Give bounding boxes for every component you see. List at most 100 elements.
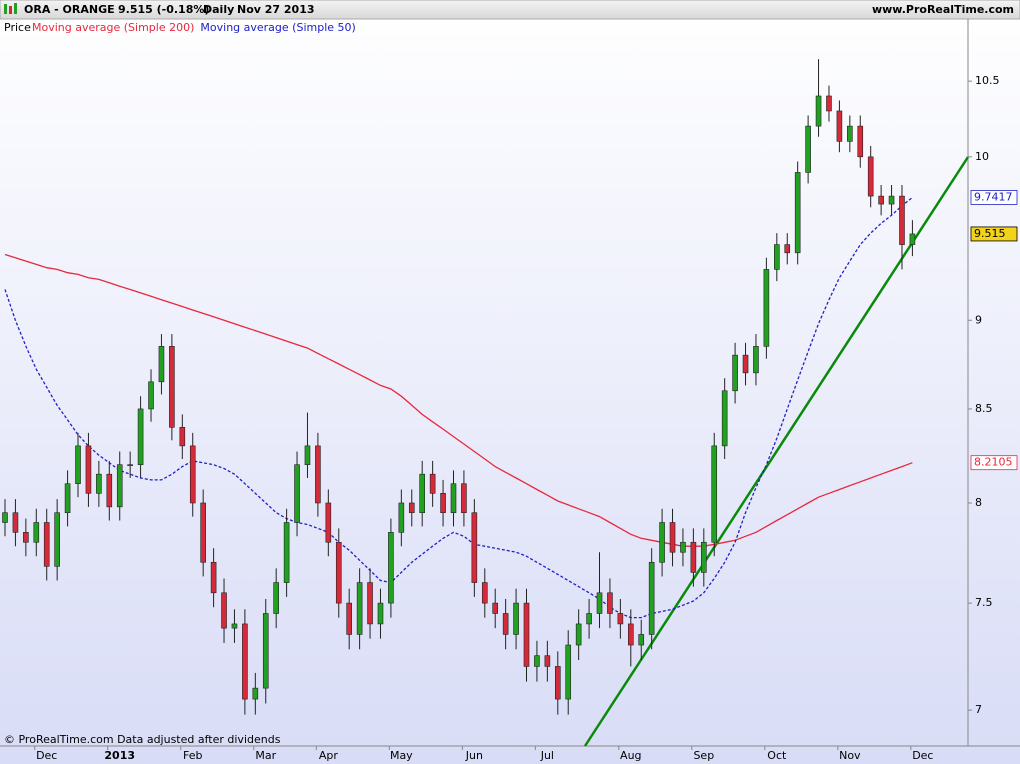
- value-tag: [970, 455, 1018, 471]
- y-tick-label: 8: [975, 496, 982, 509]
- candle-body: [283, 522, 290, 583]
- candle-body: [231, 623, 238, 629]
- legend-entry: Moving average (Simple 50): [200, 21, 355, 34]
- y-tick-label: 9: [975, 313, 982, 326]
- moving-average: [4, 196, 913, 619]
- candle-body: [701, 541, 707, 573]
- candle-body: [544, 655, 551, 667]
- candle-body: [648, 561, 655, 635]
- candle-body: [596, 592, 603, 614]
- candle-body: [867, 156, 874, 197]
- candle-body: [23, 532, 29, 543]
- candle-body: [273, 582, 279, 614]
- icon: [9, 6, 12, 14]
- candle-body: [356, 582, 363, 635]
- candle-body: [2, 512, 8, 523]
- candle-body: [826, 95, 832, 112]
- candle-body: [784, 244, 791, 254]
- candle-body: [252, 687, 259, 700]
- header-bar: [0, 0, 1020, 20]
- y-tick-label: 10.5: [975, 74, 1000, 87]
- candle-body: [554, 666, 561, 700]
- candle-body: [502, 613, 509, 635]
- x-tick-label: Sep: [693, 749, 714, 762]
- candle-body: [148, 381, 154, 410]
- value-tag-label: 9.515: [974, 227, 1006, 240]
- x-tick-label: May: [390, 749, 413, 762]
- candle-body: [565, 644, 572, 700]
- candle-body: [158, 346, 165, 383]
- candle-body: [408, 502, 415, 514]
- candle-body: [440, 493, 446, 514]
- candle-body: [857, 125, 864, 158]
- candle-body: [461, 483, 467, 514]
- candle-body: [638, 634, 645, 646]
- candle-body: [294, 464, 300, 523]
- candle-body: [200, 502, 206, 563]
- x-tick-label: Mar: [255, 749, 276, 762]
- candle-body: [85, 445, 92, 494]
- value-tag: [970, 190, 1018, 205]
- candle-body: [847, 125, 853, 142]
- candle-body: [763, 269, 770, 347]
- candle-body: [492, 602, 499, 614]
- legend-entry: Moving average (Simple 200): [32, 21, 194, 34]
- candle-body: [43, 522, 50, 567]
- candle-body: [315, 445, 321, 504]
- candle-body: [659, 522, 665, 563]
- value-tag-label: 8.2105: [974, 456, 1013, 469]
- candle-body: [367, 582, 373, 625]
- candle-body: [450, 483, 457, 514]
- date: Nov 27 2013: [237, 3, 315, 16]
- candle-body: [12, 512, 19, 533]
- value-tag: [970, 226, 1018, 242]
- candle-body: [680, 541, 686, 553]
- footer: © ProRealTime.com Data adjusted after di…: [4, 733, 281, 746]
- legend-label: Price: [4, 21, 31, 34]
- candle-body: [179, 426, 186, 447]
- candle-body: [627, 623, 634, 646]
- candle-body: [304, 445, 311, 465]
- candle-body: [377, 602, 384, 625]
- candle-body: [888, 195, 895, 205]
- candle-body: [899, 195, 905, 245]
- candle-body: [617, 613, 624, 625]
- candle-body: [711, 445, 718, 543]
- candle-body: [836, 110, 843, 142]
- y-tick-label: 10: [975, 150, 989, 163]
- candle-body: [690, 541, 697, 573]
- price-change: 9.515 (-0.18%): [118, 3, 209, 16]
- candle-body: [419, 473, 426, 514]
- x-tick-label: Dec: [912, 749, 933, 762]
- candle-body: [346, 602, 352, 635]
- candle-body: [262, 613, 269, 689]
- icon: [4, 4, 7, 14]
- candle-body: [815, 95, 822, 127]
- candle-body: [106, 473, 113, 508]
- x-tick-label: Aug: [620, 749, 641, 762]
- candle-body: [586, 613, 592, 625]
- candle-body: [398, 502, 405, 533]
- candle-body: [325, 502, 332, 543]
- candle-body: [534, 655, 540, 667]
- y-tick-label: 8.5: [975, 402, 993, 415]
- y-tick-label: 7.5: [975, 596, 993, 609]
- candle-body: [242, 623, 248, 700]
- candle-body: [335, 541, 342, 604]
- candle-body: [429, 473, 436, 494]
- candle-body: [575, 623, 582, 646]
- icon: [14, 3, 17, 14]
- candle-body: [805, 125, 811, 173]
- candle-body: [169, 346, 175, 428]
- x-tick-label: Oct: [767, 749, 787, 762]
- candle-body: [210, 561, 217, 594]
- y-tick-label: 7: [975, 703, 982, 716]
- candle-body: [878, 195, 884, 205]
- candle-body: [794, 172, 801, 254]
- candle-body: [721, 390, 728, 447]
- source: www.ProRealTime.com: [872, 3, 1014, 16]
- candle-body: [732, 354, 738, 392]
- candle-body: [96, 473, 102, 494]
- candle-body: [137, 408, 144, 465]
